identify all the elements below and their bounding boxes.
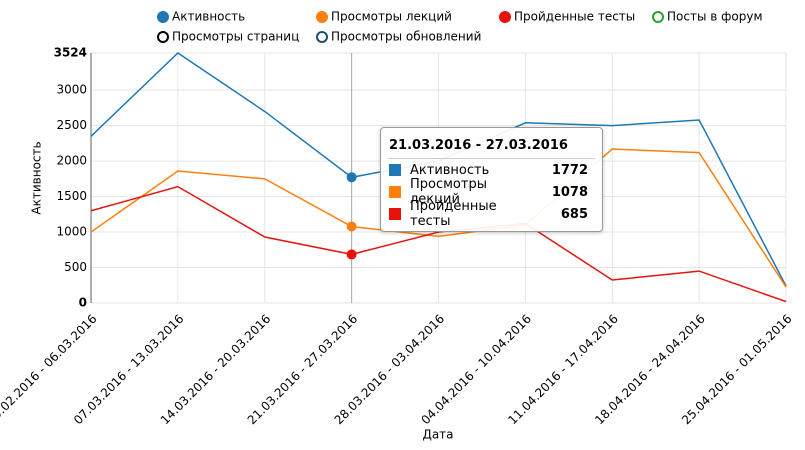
y-tick-label: 0 — [79, 296, 87, 310]
legend-label: Просмотры обновлений — [331, 30, 481, 44]
y-axis-label: Активность — [30, 141, 44, 214]
x-axis-label: Дата — [422, 428, 453, 442]
hover-point — [346, 249, 357, 260]
tooltip-swatch — [389, 208, 401, 220]
legend-item[interactable]: Активность — [157, 10, 245, 24]
tooltip-row: Просмотры лекций 1078 — [381, 177, 602, 207]
y-tick-label: 1000 — [56, 225, 87, 239]
legend-item[interactable]: Просмотры обновлений — [316, 30, 481, 44]
legend-label: Активность — [172, 10, 245, 24]
tooltip-value: 685 — [560, 206, 588, 222]
hover-point — [346, 172, 357, 183]
line — [90, 185, 787, 303]
hover-point — [346, 221, 357, 232]
tooltip-name: Просмотры лекций — [410, 177, 487, 207]
y-tick-label: 3000 — [56, 83, 87, 97]
legend-symbol — [157, 31, 169, 43]
tooltip-name: Пройденные тесты — [410, 199, 497, 229]
legend-label: Просмотры лекций — [331, 10, 452, 24]
tooltip-value: 1772 — [551, 162, 588, 178]
legend-symbol — [499, 11, 511, 23]
y-tick-label: 3524 — [54, 46, 87, 60]
y-tick-label: 2000 — [56, 154, 87, 168]
legend-symbol — [316, 11, 328, 23]
line — [90, 148, 787, 288]
legend-symbol — [652, 11, 664, 23]
tooltip-name: Активность — [410, 162, 490, 178]
legend-symbol — [316, 31, 328, 43]
tooltip: 21.03.2016 - 27.03.2016 Активность 1772 Про… — [380, 127, 603, 232]
legend-label: Посты в форум — [667, 10, 763, 24]
tooltip-row: Пройденные тесты 685 — [381, 199, 602, 229]
tooltip-swatch — [389, 186, 401, 198]
tooltip-value: 1078 — [551, 184, 588, 200]
legend-label: Просмотры страниц — [172, 30, 299, 44]
tooltip-title: 21.03.2016 - 27.03.2016 — [388, 128, 595, 159]
legend-symbol — [157, 11, 169, 23]
legend-label: Пройденные тесты — [514, 10, 635, 24]
y-tick-label: 500 — [64, 260, 87, 274]
legend-item[interactable]: Посты в форум — [652, 10, 763, 24]
legend-item[interactable]: Просмотры страниц — [157, 30, 299, 44]
tooltip-row: Активность 1772 — [381, 159, 602, 181]
y-tick-label: 2500 — [56, 118, 87, 132]
legend-item[interactable]: Просмотры лекций — [316, 10, 452, 24]
tooltip-swatch — [389, 164, 401, 176]
y-tick-label: 1500 — [56, 189, 87, 203]
legend-item[interactable]: Пройденные тесты — [499, 10, 635, 24]
